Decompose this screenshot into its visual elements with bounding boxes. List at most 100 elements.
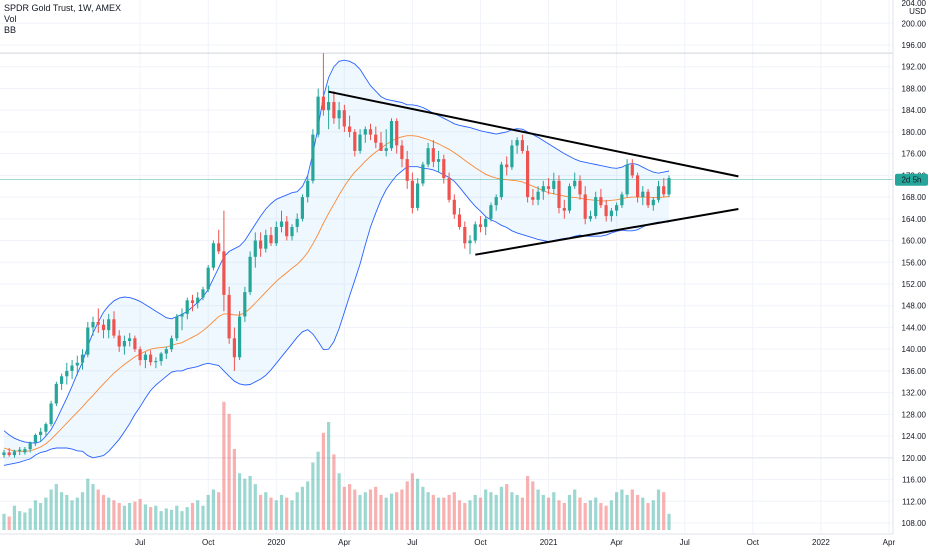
candle-body	[620, 194, 624, 206]
time-tick-label: Oct	[747, 538, 760, 547]
candle-body	[609, 210, 613, 217]
volume-bar	[190, 503, 195, 530]
volume-bar	[306, 481, 310, 530]
volume-bar	[169, 509, 174, 531]
candle-body	[426, 148, 430, 165]
price-tick-label: 128.00	[902, 410, 927, 419]
volume-bar	[625, 494, 629, 530]
candle-body	[662, 186, 666, 195]
candle-body	[437, 159, 441, 162]
candle-body	[651, 199, 655, 206]
volume-bar	[279, 494, 284, 530]
volume-bar	[421, 486, 425, 530]
candle-body	[526, 150, 530, 198]
volume-bar	[138, 498, 142, 530]
volume-bar	[442, 497, 446, 530]
volume-bar	[23, 512, 27, 531]
price-tick-label: 160.00	[902, 237, 927, 246]
price-tick-label: 184.00	[902, 106, 927, 115]
volume-bar	[463, 503, 467, 530]
time-axis[interactable]: JulOct2020AprJulOct2021AprJulOct2022AprJ…	[0, 533, 932, 547]
candle-body	[447, 178, 451, 200]
price-tick-label: 144.00	[902, 324, 927, 333]
volume-bar	[96, 489, 100, 530]
candle-body	[290, 227, 294, 237]
candle-body	[75, 362, 79, 366]
volume-bar	[28, 508, 32, 530]
volume-bar	[2, 513, 6, 530]
candle-body	[232, 338, 236, 358]
volume-bar	[431, 494, 435, 530]
volume-bar	[348, 484, 352, 530]
volume-bar	[332, 454, 336, 530]
trendline-1[interactable]	[475, 208, 739, 256]
volume-bar	[206, 494, 210, 530]
volume-bar	[154, 505, 158, 530]
price-tick-label: 120.00	[902, 454, 927, 463]
volume-bar	[185, 507, 189, 531]
candle-body	[505, 164, 509, 168]
price-axis-top-label: USD	[909, 7, 926, 16]
candle-body	[646, 191, 650, 206]
candle-body	[431, 148, 435, 162]
candle-body	[248, 256, 252, 293]
volume-bar	[452, 492, 456, 530]
bollinger-indicator-label: BB	[4, 25, 17, 35]
volume-bar	[557, 500, 561, 530]
time-tick-label: Oct	[202, 538, 215, 547]
candle-body	[238, 316, 242, 358]
volume-bar	[300, 486, 304, 530]
volume-bar	[368, 489, 373, 530]
candle-body	[196, 297, 200, 303]
volume-bar	[243, 478, 247, 530]
candle-body	[588, 216, 592, 219]
volume-bar	[630, 489, 634, 530]
time-tick-label: Jul	[680, 538, 690, 547]
volume-bar	[75, 497, 79, 530]
volume-bar	[457, 500, 462, 530]
candle-body	[327, 102, 331, 111]
candle-body	[311, 134, 315, 181]
candle-body	[65, 370, 69, 377]
trendline-0[interactable]	[328, 90, 739, 178]
volume-bar	[416, 478, 420, 530]
time-tick-label: 2020	[267, 538, 285, 547]
volume-bar	[599, 503, 603, 530]
last-price-badge-label: 2d 5h	[901, 176, 921, 185]
volume-bar	[175, 505, 179, 530]
candle-body	[321, 96, 325, 111]
volume-bar	[222, 401, 226, 531]
candle-body	[573, 180, 577, 187]
volume-bar	[164, 508, 168, 530]
price-tick-label: 136.00	[902, 367, 927, 376]
candle-body	[269, 235, 273, 244]
volume-bar	[510, 492, 514, 530]
volume-bar	[316, 451, 320, 530]
candle-body	[494, 197, 498, 206]
volume-bar	[578, 497, 582, 530]
candle-body	[222, 251, 226, 295]
candle-body	[279, 221, 284, 227]
volume-bar	[583, 503, 587, 530]
candle-body	[541, 186, 545, 192]
volume-bar	[395, 492, 399, 530]
volume-bar	[39, 503, 43, 530]
volume-bar	[594, 497, 598, 530]
price-tick-label: 156.00	[902, 258, 927, 267]
volume-bar	[180, 511, 184, 530]
candle-body	[641, 191, 645, 198]
volume-bar	[374, 486, 378, 530]
candle-body	[562, 208, 566, 211]
volume-bar	[609, 500, 613, 530]
candle-body	[368, 129, 373, 135]
volume-bar	[274, 500, 278, 530]
volume-bar	[484, 489, 488, 530]
volume-bar	[620, 489, 624, 530]
candle-body	[416, 183, 420, 208]
volume-bar	[384, 497, 388, 530]
candle-body	[468, 240, 472, 244]
volume-bar	[499, 486, 503, 530]
